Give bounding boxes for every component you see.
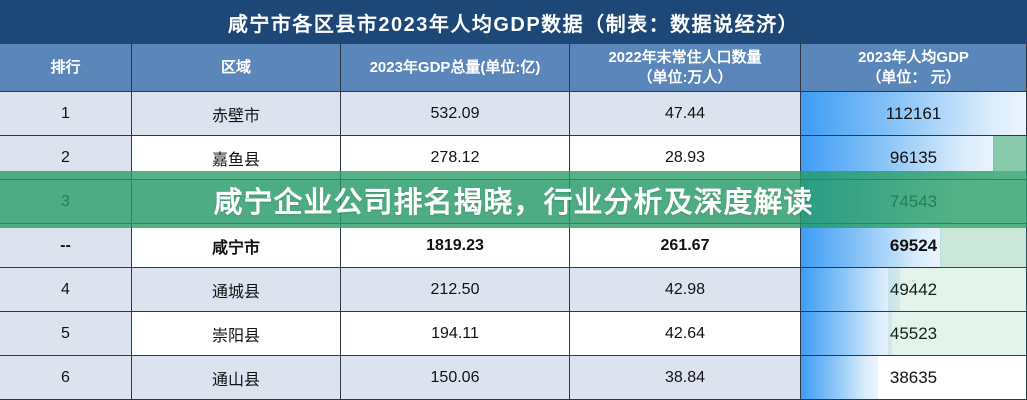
cell-region-value: 嘉鱼县 [211,151,260,169]
promo-banner-overlay: 咸宁企业公司排名揭晓，行业分析及深度解读 [0,171,1027,228]
cell-rank-value: -- [60,236,71,254]
per-capita-databar [801,92,1026,135]
green-watermark-block-top-right [993,136,1027,171]
page-title: 咸宁市各区县市2023年人均GDP数据（制表：数据说经济） [227,13,800,36]
cell-rank-value: 2 [61,148,70,166]
cell-gdp: 1819.23 [341,224,570,268]
cell-per-capita: 49442 [801,268,1027,312]
cell-rank: 4 [0,268,132,312]
cell-population: 38.84 [570,356,801,400]
cell-gdp: 194.11 [341,312,570,356]
cell-population-value: 28.93 [664,148,706,166]
per-capita-value: 45523 [889,323,938,343]
cell-region-value: 崇阳县 [211,327,260,345]
per-capita-value: 38635 [889,367,938,387]
green-watermark-block-bottom-right [888,268,1027,356]
cell-gdp: 532.09 [341,92,570,136]
cell-rank-value: 5 [61,324,70,342]
cell-population: 47.44 [570,92,801,136]
per-capita-value: 69524 [889,235,938,255]
cell-per-capita: 38635 [801,356,1027,400]
cell-gdp-value: 278.12 [430,148,480,166]
cell-region: 通山县 [132,356,341,400]
col-header-gdp: 2023年GDP总量(单位:亿) [341,44,570,92]
cell-region-value: 咸宁市 [211,239,260,257]
per-capita-databar [801,356,879,399]
cell-rank-value: 1 [61,104,70,122]
cell-gdp-value: 212.50 [430,280,480,298]
cell-population: 261.67 [570,224,801,268]
cell-region: 通城县 [132,268,341,312]
cell-rank: 6 [0,356,132,400]
cell-gdp: 150.06 [341,356,570,400]
cell-population-value: 42.98 [664,280,706,298]
per-capita-databar [801,312,893,355]
cell-rank-value: 4 [61,280,70,298]
cell-gdp-value: 150.06 [430,368,480,386]
cell-region-value: 赤壁市 [211,107,260,125]
per-capita-value: 49442 [889,279,938,299]
cell-gdp: 212.50 [341,268,570,312]
col-header-per-capita: 2023年人均GDP （单位： 元） [801,44,1027,92]
cell-region: 崇阳县 [132,312,341,356]
cell-population: 42.98 [570,268,801,312]
cell-per-capita: 69524 [801,224,1027,268]
cell-rank: -- [0,224,132,268]
gdp-table: 排行 区域 2023年GDP总量(单位:亿) 2022年末常住人口数量 （单位:… [0,44,1027,400]
col-header-population: 2022年末常住人口数量 （单位:万人） [570,44,801,92]
cell-rank: 1 [0,92,132,136]
per-capita-value: 96135 [889,147,938,167]
cell-per-capita: 112161 [801,92,1027,136]
cell-region: 咸宁市 [132,224,341,268]
cell-gdp-value: 532.09 [430,104,480,122]
col-header-rank: 排行 [0,44,132,92]
title-bar: 咸宁市各区县市2023年人均GDP数据（制表：数据说经济） [0,0,1027,44]
cell-region-value: 通城县 [211,283,260,301]
cell-population: 42.64 [570,312,801,356]
promo-banner-text: 咸宁企业公司排名揭晓，行业分析及深度解读 [213,186,814,219]
cell-region-value: 通山县 [211,371,260,389]
cell-population-value: 38.84 [664,368,706,386]
col-header-region: 区域 [132,44,341,92]
green-watermark-block-middle-right [940,228,1027,268]
per-capita-databar [801,224,941,267]
cell-per-capita: 45523 [801,312,1027,356]
cell-population-value: 261.67 [660,236,710,254]
cell-population-value: 42.64 [664,324,706,342]
cell-rank-value: 6 [61,368,70,386]
per-capita-value: 112161 [885,103,942,123]
cell-gdp-value: 1819.23 [426,236,484,254]
cell-rank: 5 [0,312,132,356]
cell-gdp-value: 194.11 [431,324,479,342]
per-capita-databar [801,268,901,311]
cell-region: 赤壁市 [132,92,341,136]
cell-population-value: 47.44 [664,104,706,122]
